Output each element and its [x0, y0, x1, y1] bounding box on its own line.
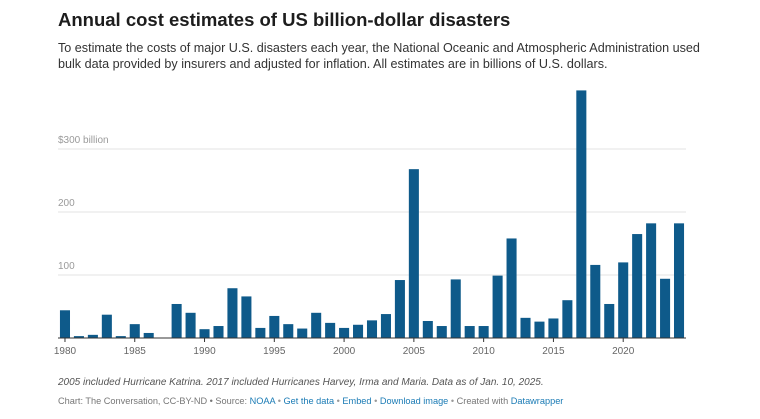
datawrapper-link[interactable]: Datawrapper: [510, 396, 564, 406]
x-tick-label: 1985: [124, 346, 147, 357]
footer-separator: •: [275, 396, 284, 406]
bar-2009: [464, 326, 475, 338]
bar-2005: [408, 169, 419, 338]
x-tick-label: 2005: [403, 346, 426, 357]
bar-1985: [129, 324, 140, 338]
bar-2006: [422, 320, 433, 338]
bar-2019: [604, 303, 615, 338]
noaa-source-link[interactable]: NOAA: [249, 396, 276, 406]
bar-2008: [450, 279, 461, 338]
bar-1999: [325, 322, 336, 338]
bar-1984: [115, 336, 126, 338]
bar-2022: [646, 223, 657, 338]
bar-2001: [353, 324, 364, 338]
footer-created-prefix: Created with: [456, 396, 511, 406]
bar-2012: [506, 238, 517, 338]
bar-1995: [269, 315, 280, 338]
bar-1989: [185, 312, 196, 338]
bar-2017: [576, 90, 587, 338]
bar-2020: [618, 262, 629, 338]
bar-1986: [143, 332, 154, 338]
bar-1996: [283, 324, 294, 338]
bar-2018: [590, 264, 601, 338]
y-tick-label: $300 billion: [58, 135, 109, 146]
bar-2013: [520, 317, 531, 338]
get-the-data-link[interactable]: Get the data: [283, 396, 335, 406]
bar-2021: [632, 234, 643, 338]
footer-separator: •: [371, 396, 380, 406]
bar-1997: [297, 328, 308, 338]
chart-subtitle: To estimate the costs of major U.S. disa…: [58, 41, 700, 71]
footer-separator: •: [334, 396, 343, 406]
bar-1992: [227, 288, 238, 338]
y-tick-label: 100: [58, 261, 75, 272]
bar-1994: [255, 327, 266, 338]
bar-2024: [673, 223, 685, 338]
bar-1990: [199, 329, 210, 338]
bar-2004: [394, 280, 405, 338]
bar-chart: 100 200 $300 billion 1980 1985 1990 1995 2000 20…: [54, 90, 686, 357]
bar-2023: [660, 278, 671, 338]
x-tick-label: 1995: [263, 346, 286, 357]
bar-2016: [562, 300, 573, 338]
bar-2007: [436, 326, 447, 338]
footer-separator: •: [448, 396, 457, 406]
bar-2015: [548, 318, 559, 338]
download-image-link[interactable]: Download image: [379, 396, 449, 406]
x-tick-label: 2000: [333, 346, 356, 357]
bar-1993: [241, 296, 252, 338]
bar-1983: [101, 314, 112, 338]
bar-1980: [59, 310, 71, 338]
embed-link[interactable]: Embed: [342, 396, 372, 406]
x-tick-label: 2010: [473, 346, 496, 357]
chart-notes: 2005 included Hurricane Katrina. 2017 in…: [58, 377, 544, 388]
bar-1981: [73, 336, 84, 338]
bar-1982: [87, 334, 98, 338]
x-tick-label: 2015: [542, 346, 565, 357]
bar-1991: [213, 326, 224, 338]
bar-2000: [339, 327, 350, 338]
x-tick-label: 2020: [612, 346, 635, 357]
bar-1988: [171, 303, 182, 338]
footer-source-prefix: Chart: The Conversation, CC-BY-ND • Sour…: [58, 396, 250, 406]
x-tick-label: 1980: [54, 346, 77, 357]
bar-1998: [311, 312, 322, 338]
bar-2014: [534, 321, 545, 338]
y-tick-label: 200: [58, 198, 75, 209]
bar-2011: [492, 275, 503, 338]
x-tick-label: 1990: [193, 346, 216, 357]
bar-2002: [366, 320, 378, 338]
bar-2010: [478, 326, 489, 338]
bar-2003: [380, 314, 391, 338]
chart-footer: Chart: The Conversation, CC-BY-ND • Sour…: [58, 396, 563, 406]
chart-title: Annual cost estimates of US billion-doll…: [58, 9, 511, 30]
